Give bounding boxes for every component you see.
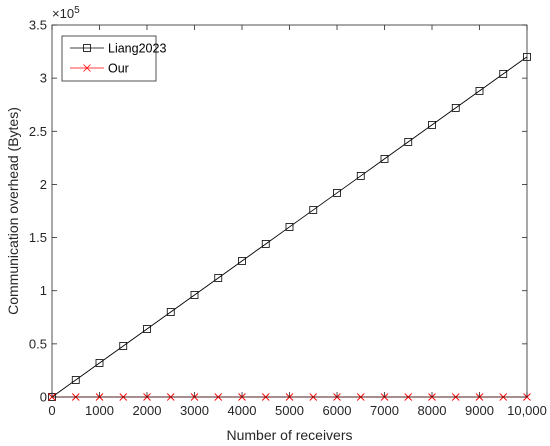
y-tick-label-0: 0 — [40, 390, 47, 405]
x-tick-label-9: 9000 — [465, 403, 494, 418]
marker-liang2023-14 — [380, 155, 389, 163]
y-axis-multiplier: ×105 — [52, 5, 80, 21]
marker-liang2023-12 — [333, 189, 341, 197]
marker-liang2023-10 — [285, 223, 294, 231]
x-tick-label-6: 6000 — [323, 403, 352, 418]
legend-label-our: Our — [108, 62, 129, 76]
y-axis-multiplier-exponent: 5 — [74, 5, 80, 16]
x-tick-label-0: 0 — [48, 403, 55, 418]
marker-liang2023-17 — [451, 104, 460, 112]
legend-marker-our — [83, 64, 91, 72]
y-tick-label-1: 0.5 — [29, 336, 47, 351]
marker-liang2023-4 — [143, 325, 151, 333]
legend-box — [61, 35, 157, 82]
legend-marker-liang2023 — [83, 44, 91, 52]
x-tick-label-8: 8000 — [418, 403, 447, 418]
y-axis-label: Communication overhead (Bytes) — [5, 107, 21, 315]
y-tick-label-5: 2.5 — [29, 124, 47, 139]
plot-area — [52, 25, 527, 397]
y-tick-label-7: 3.5 — [29, 18, 47, 33]
x-tick-label-4: 4000 — [228, 403, 257, 418]
legend-label-liang2023: Liang2023 — [108, 42, 166, 56]
marker-liang2023-9 — [261, 240, 270, 248]
marker-liang2023-8 — [238, 257, 246, 265]
series-line-liang2023 — [51, 56, 528, 398]
x-axis-label: Number of receivers — [226, 427, 352, 443]
axes-layer: 0 1000 2000 3000 4000 5000 6000 7000 8000 9000 10,… — [29, 18, 547, 419]
marker-liang2023-15 — [404, 138, 413, 146]
x-tick-label-1: 1000 — [85, 403, 114, 418]
marker-liang2023-11 — [309, 206, 318, 214]
marker-liang2023-16 — [428, 121, 436, 129]
marker-liang2023-1 — [71, 376, 80, 384]
y-tick-label-4: 2 — [40, 177, 47, 192]
y-tick-label-2: 1 — [40, 283, 47, 298]
marker-liang2023-19 — [499, 69, 508, 78]
marker-liang2023-7 — [214, 274, 223, 282]
y-tick-label-6: 3 — [40, 71, 47, 86]
marker-liang2023-6 — [190, 291, 199, 299]
x-tick-label-7: 7000 — [370, 403, 399, 418]
marker-liang2023-5 — [166, 308, 175, 316]
marker-liang2023-18 — [475, 86, 484, 95]
marker-liang2023-3 — [119, 342, 128, 350]
x-tick-label-10: 10,000 — [507, 403, 547, 418]
x-tick-label-5: 5000 — [275, 403, 304, 418]
legend: Liang2023 Our — [61, 35, 166, 82]
x-tick-label-3: 3000 — [180, 403, 209, 418]
y-axis-multiplier-base: ×10 — [52, 6, 74, 21]
y-tick-label-3: 1.5 — [29, 230, 47, 245]
marker-liang2023-13 — [356, 172, 365, 180]
marker-liang2023-2 — [95, 359, 104, 367]
x-tick-label-2: 2000 — [133, 403, 162, 418]
